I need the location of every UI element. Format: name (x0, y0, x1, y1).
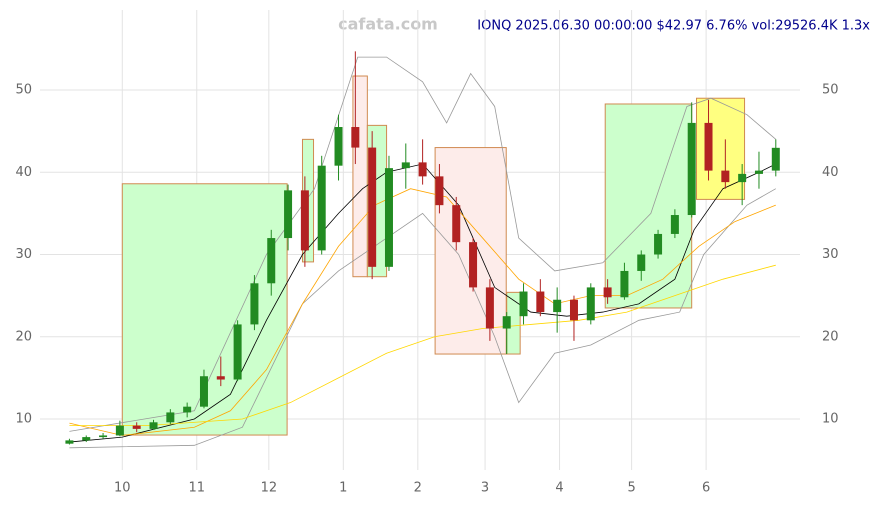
x-tick-label: 4 (555, 481, 563, 496)
candle-body (654, 233, 663, 255)
candle-body (670, 215, 679, 234)
candle-body (166, 412, 175, 423)
candle-body (99, 435, 108, 438)
candle-body (82, 437, 91, 441)
y-tick-label-right: 50 (822, 83, 839, 98)
candle-body (687, 122, 696, 216)
candle-body (603, 287, 612, 298)
candle-body (300, 190, 309, 251)
y-tick-label: 40 (15, 165, 32, 180)
candle-body (216, 376, 225, 380)
candle-body (115, 425, 124, 436)
candle-body (771, 147, 780, 171)
x-tick-label: 1 (339, 481, 347, 496)
zone (604, 103, 693, 309)
candle-body (536, 291, 545, 313)
x-tick-label: 10 (114, 481, 131, 496)
watermark: cafata.com (338, 15, 438, 34)
y-tick-label: 30 (15, 247, 32, 262)
candle-body (183, 406, 192, 413)
candle-body (65, 440, 74, 444)
candle-body (485, 287, 494, 329)
candle-body (620, 270, 629, 298)
x-tick-label: 5 (627, 481, 635, 496)
candle-body (721, 170, 730, 183)
candle-body (418, 162, 427, 177)
y-tick-label-right: 30 (822, 247, 839, 262)
overlay-line (69, 188, 776, 449)
candle-body (502, 316, 511, 329)
candle-body (267, 238, 276, 284)
candle-body (637, 254, 646, 271)
zones (121, 75, 746, 436)
candles (65, 51, 780, 445)
overlay-line (69, 264, 776, 426)
x-tick-label: 6 (702, 481, 710, 496)
y-tick-label: 20 (15, 329, 32, 344)
candle-body (368, 147, 377, 267)
y-tick-label-right: 10 (822, 412, 839, 427)
candle-body (149, 422, 158, 429)
y-tick-label-right: 40 (822, 165, 839, 180)
zone (696, 97, 746, 200)
candle-body (351, 127, 360, 148)
candle-body (199, 376, 208, 407)
x-tick-label: 12 (261, 481, 278, 496)
candle-body (704, 122, 713, 171)
candle-body (284, 190, 293, 239)
overlay-line (69, 188, 776, 436)
candle-body (317, 165, 326, 251)
candle-body (250, 283, 259, 325)
candle-body (754, 170, 763, 174)
x-tick-label: 3 (481, 481, 489, 496)
candle-body (401, 162, 410, 169)
y-tick-label: 50 (15, 83, 32, 98)
candle-body (586, 287, 595, 321)
candle-body (553, 299, 562, 313)
y-tick-label: 10 (15, 412, 32, 427)
candle-body (384, 168, 393, 267)
candle-body (435, 176, 444, 206)
candle-body (452, 205, 461, 243)
chart-title: IONQ 2025.06.30 00:00:00 $42.97 6.76% vo… (477, 19, 870, 34)
x-tick-label: 2 (414, 481, 422, 496)
candle-body (233, 324, 242, 380)
candle-body (132, 425, 141, 429)
candle-body (469, 242, 478, 288)
candle-body (519, 291, 528, 317)
candle-body (569, 299, 578, 321)
candle-body (334, 127, 343, 166)
x-tick-label: 11 (188, 481, 205, 496)
y-tick-label-right: 20 (822, 329, 839, 344)
candle-body (738, 173, 747, 183)
